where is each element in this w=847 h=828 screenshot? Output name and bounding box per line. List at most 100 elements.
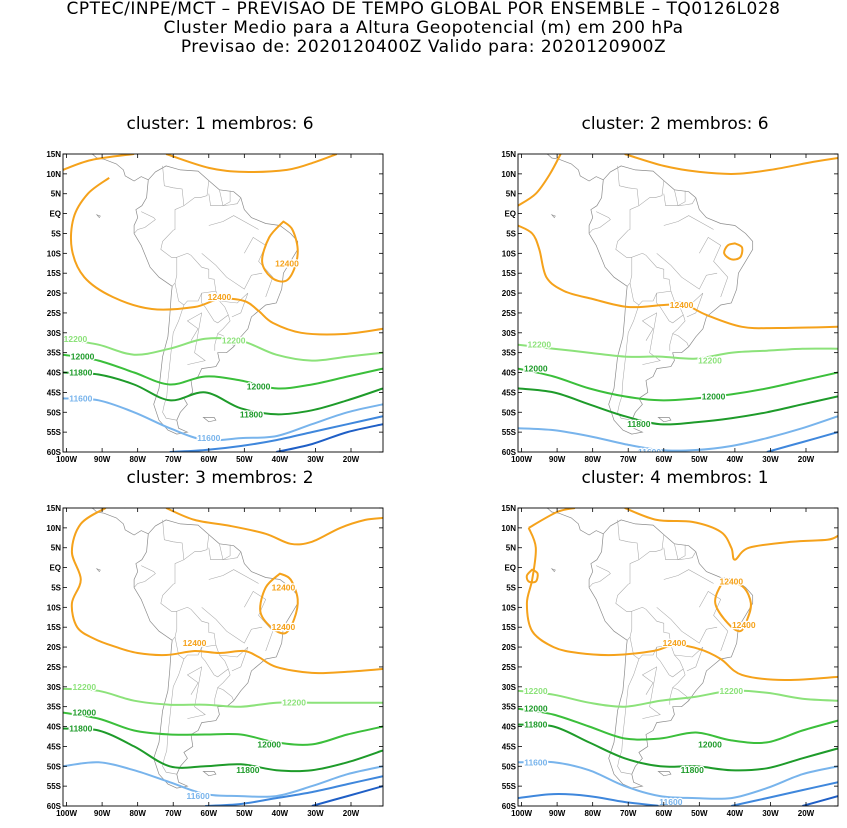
country-border [656,291,684,324]
latitude-tick-label: 25S [47,309,62,318]
map-svg: 12400 12400 12400 12200 12200 12000 11800 12000… [46,504,384,818]
geopotential-contour [624,508,838,561]
longitude-tick-label: 50W [691,809,708,818]
geopotential-contour [261,220,299,283]
galapagos-coastline [95,568,101,573]
country-border [217,668,234,701]
contour-label: 12000 [524,364,548,374]
longitude-tick-label: 90W [94,809,111,818]
contour-label: 12000 [698,739,722,749]
figure-header: CPTEC/INPE/MCT – PREVISAO DE TEMPO GLOBA… [0,0,847,57]
galapagos-coastline [95,214,101,219]
country-border [674,189,686,207]
longitude-tick-label: 60W [656,809,673,818]
country-border [208,547,242,560]
country-border [162,519,185,585]
latitude-tick-label: 30S [502,683,517,692]
geopotential-contour [276,423,383,452]
panel-title: cluster: 2 membros: 6 [581,114,769,134]
latitude-tick-label: 15N [501,150,516,159]
country-border [615,584,633,641]
longitude-tick-label: 80W [584,809,601,818]
country-border [663,193,697,206]
longitude-tick-label: 50W [691,455,708,464]
falklands-coastline [657,417,672,423]
geopotential-contour [63,337,383,362]
geopotential-contour [518,367,838,402]
latitude-tick-label: 5S [51,229,61,238]
latitude-tick-label: 5N [506,544,516,553]
latitude-tick-label: 5S [506,583,516,592]
country-border [672,668,689,701]
latitude-tick-label: 55S [47,428,62,437]
country-border [219,189,231,207]
contour-label: 12400 [275,258,299,268]
latitude-tick-label: 55S [502,782,517,791]
geopotential-contour [169,415,383,452]
longitude-tick-label: 90W [94,455,111,464]
latitude-tick-label: 40S [502,723,517,732]
contour-label: 11600 [659,797,682,807]
longitude-tick-label: 80W [584,455,601,464]
country-border [617,165,640,231]
latitude-tick-label: 10S [502,603,517,612]
panel-title: cluster: 3 membros: 2 [126,468,314,488]
central-america-coastline [546,508,604,536]
geopotential-contour [63,711,383,746]
country-border [133,565,156,588]
geopotential-contour [723,242,744,261]
longitude-tick-label: 40W [727,809,744,818]
latitude-tick-label: EQ [504,210,516,219]
country-border [588,565,611,588]
contour-label: 12200 [64,334,88,344]
south-america-coastline [133,519,299,789]
contour-label: 12400 [272,622,296,632]
latitude-tick-label: 30S [502,329,517,338]
caribbean-coastline [123,154,126,155]
latitude-tick-label: 15N [46,504,61,513]
longitude-tick-label: 30W [762,455,779,464]
latitude-tick-label: 20S [47,643,62,652]
geopotential-contour [165,154,338,173]
country-border [160,230,178,287]
contour-label: 11600 [187,791,210,801]
contour-label: 12400 [663,638,687,648]
country-border [201,645,229,678]
latitude-tick-label: EQ [504,564,516,573]
geopotential-contour [259,572,299,635]
south-america-coastline [588,519,754,789]
contour-label: 11800 [69,368,92,378]
island-coastline [639,494,644,495]
contour-label: 12000 [247,381,271,391]
map-panel-cluster-3: cluster: 3 membros: 2 12400 12400 12400 122… [30,468,410,828]
central-america-coastline [546,154,604,182]
latitude-tick-label: 15N [46,150,61,159]
latitude-tick-label: 40S [47,369,62,378]
latitude-tick-label: 10S [47,603,62,612]
geopotential-contour [63,154,135,171]
latitude-tick-label: 10S [502,249,517,258]
geopotential-contour [766,431,838,452]
contour-label: 11600 [524,757,547,767]
header-line-3: Previsao de: 2020120400Z Valido para: 20… [180,37,667,57]
country-border [656,645,684,678]
country-border [208,193,242,206]
country-border [133,211,156,234]
caribbean-coastline [578,508,581,509]
longitude-tick-label: 70W [620,455,637,464]
latitude-tick-label: 10N [46,524,61,533]
map-panel-cluster-2: cluster: 2 membros: 6 12400 12200 12200 120… [485,114,847,474]
panel-title: cluster: 4 membros: 1 [581,468,769,488]
latitude-tick-label: 35S [502,703,517,712]
contour-label: 12400 [272,582,296,592]
central-america-coastline [91,508,149,536]
contour-label: 11800 [681,765,704,775]
country-border [162,304,185,421]
falklands-coastline [657,771,672,777]
geopotential-contour [518,689,838,708]
geopotential-contour [525,527,838,682]
longitude-tick-label: 20W [343,455,360,464]
contour-label: 12000 [71,352,95,362]
latitude-tick-label: 40S [47,723,62,732]
country-border [186,666,206,719]
